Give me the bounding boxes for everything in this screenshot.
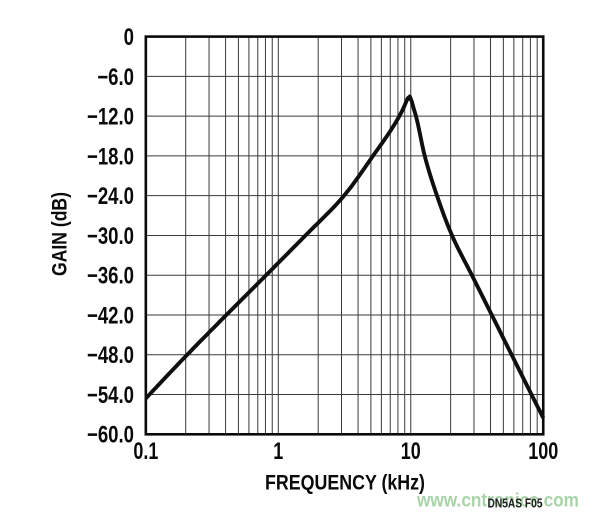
svg-text:0.1: 0.1	[133, 438, 158, 465]
svg-text:−54.0: −54.0	[87, 382, 134, 409]
svg-text:−60.0: −60.0	[87, 421, 134, 448]
svg-text:DN5AS F05: DN5AS F05	[488, 496, 543, 511]
svg-text:−42.0: −42.0	[87, 302, 134, 329]
svg-text:www.cntronics.com: www.cntronics.com	[416, 491, 579, 512]
svg-text:−6.0: −6.0	[97, 64, 134, 91]
svg-text:FREQUENCY (kHz): FREQUENCY (kHz)	[265, 472, 425, 495]
svg-text:−18.0: −18.0	[87, 143, 134, 170]
svg-text:GAIN (dB): GAIN (dB)	[49, 192, 72, 276]
svg-text:−12.0: −12.0	[87, 103, 134, 130]
svg-text:−30.0: −30.0	[87, 223, 134, 250]
svg-text:−48.0: −48.0	[87, 342, 134, 369]
svg-text:100: 100	[528, 438, 558, 465]
svg-text:1: 1	[273, 438, 283, 465]
svg-text:−36.0: −36.0	[87, 262, 134, 289]
svg-text:0: 0	[124, 24, 134, 51]
svg-text:10: 10	[401, 438, 421, 465]
svg-text:−24.0: −24.0	[87, 183, 134, 210]
